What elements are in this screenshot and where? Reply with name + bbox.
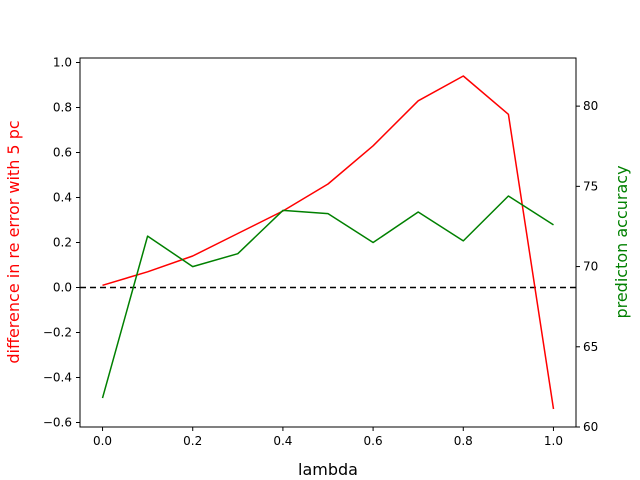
left-y-tick-label: 0.6 [53, 146, 72, 160]
left-y-tick-label: 0.8 [53, 101, 72, 115]
left-y-axis: −0.6 −0.4 −0.2 0.0 0.2 0.4 0.6 0.8 1.0 [43, 56, 80, 430]
plot-area-frame [79, 57, 577, 428]
right-y-tick-label: 65 [583, 340, 598, 354]
right-y-tick-label: 60 [583, 420, 598, 434]
left-y-tick-label: 0.2 [53, 236, 72, 250]
x-tick-label: 1.0 [544, 434, 563, 448]
x-tick-label: 0.4 [273, 434, 292, 448]
right-y-tick-label: 80 [583, 99, 598, 113]
left-y-tick-label: 0.4 [53, 191, 72, 205]
x-tick-label: 0.8 [454, 434, 473, 448]
left-y-tick-label: −0.4 [43, 371, 72, 385]
x-tick-label: 0.2 [183, 434, 202, 448]
left-y-tick-label: −0.2 [43, 326, 72, 340]
error-difference-series-line [102, 75, 555, 410]
x-tick-label: 0.6 [364, 434, 383, 448]
right-y-tick-label: 75 [583, 179, 598, 193]
x-axis-title: lambda [298, 460, 358, 479]
left-y-tick-label: 1.0 [53, 56, 72, 70]
right-y-tick-label: 70 [583, 260, 598, 274]
x-tick-label: 0.0 [93, 434, 112, 448]
right-y-axis-title: predicton accuracy [612, 165, 631, 318]
right-y-axis: 60 65 70 75 80 [576, 99, 598, 434]
left-y-tick-label: 0.0 [53, 281, 72, 295]
prediction-accuracy-series-line [101, 195, 554, 399]
left-y-axis-title: difference in re error with 5 pc [4, 120, 23, 363]
series-group [101, 75, 555, 410]
left-y-tick-label: −0.6 [43, 416, 72, 430]
x-axis: 0.0 0.2 0.4 0.6 0.8 1.0 [93, 427, 563, 448]
